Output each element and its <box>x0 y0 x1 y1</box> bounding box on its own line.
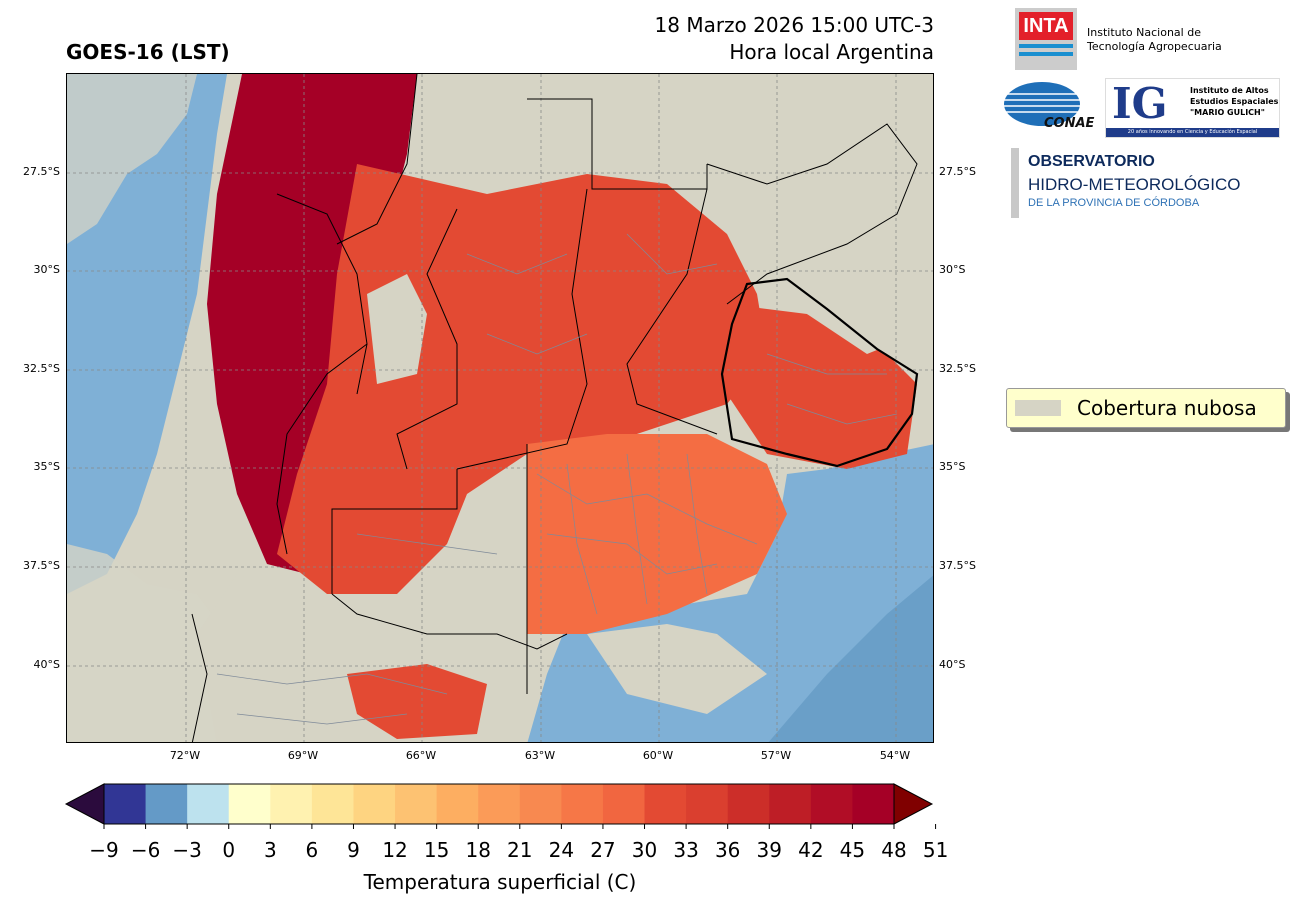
colorbar-tick-label: 27 <box>590 838 616 862</box>
lat-label-right: 30°S <box>939 263 966 276</box>
lat-label-left: 37.5°S <box>23 559 60 572</box>
district-borders <box>216 233 898 725</box>
colorbar-tick-label: 0 <box>222 838 236 862</box>
colorbar-tick-label: 30 <box>631 838 658 862</box>
lat-label-left: 35°S <box>33 460 60 473</box>
datetime-label: 18 Marzo 2026 15:00 UTC-3 <box>654 13 934 37</box>
colorbar-title: Temperatura superficial (C) <box>363 870 637 894</box>
pacific-cloud-south <box>67 544 237 742</box>
lon-label: 72°W <box>169 749 201 762</box>
ig-tagline: 20 años innovando en Ciencia y Educación… <box>1106 128 1279 137</box>
colorbar-segment <box>436 784 479 824</box>
colorbar-tick-label: 18 <box>465 838 491 862</box>
colorbar-tick-label: 36 <box>714 838 741 862</box>
colorbar-segment <box>145 784 188 824</box>
colorbar-tick-label: −3 <box>172 838 202 862</box>
observatorio-line1: OBSERVATORIO <box>1028 153 1155 170</box>
conae-logo: CONAE <box>1004 80 1094 132</box>
conae-label: CONAE <box>1044 116 1095 131</box>
colorbar-segment <box>270 784 313 824</box>
colorbar-tick-label: −6 <box>130 838 161 862</box>
map-title: GOES-16 (LST) <box>66 40 230 64</box>
east-mild-region <box>527 434 787 634</box>
lon-label: 54°W <box>879 749 911 762</box>
colorbar-tick-label: 3 <box>263 838 277 862</box>
ig-mark: IG <box>1112 79 1168 128</box>
colorbar <box>64 783 937 829</box>
colorbar-tick-label: 12 <box>382 838 408 862</box>
ig-logo: IG Instituto de Altos Estudios Espaciale… <box>1105 78 1280 138</box>
colorbar-segment <box>187 784 230 824</box>
inta-logo: INTA <box>1015 8 1077 70</box>
lat-label-right: 40°S <box>939 658 966 671</box>
colorbar-segment <box>228 784 271 824</box>
ig-name: Instituto de Altos Estudios Espaciales "… <box>1190 86 1279 117</box>
lat-label-left: 27.5°S <box>23 165 60 178</box>
atlantic-deep <box>768 575 933 742</box>
colorbar-over-arrow <box>893 783 934 825</box>
colorbar-tick-label: −9 <box>89 838 119 862</box>
colorbar-tick-label: 42 <box>798 838 824 862</box>
colorbar-tick-label: 48 <box>881 838 907 862</box>
cloud-legend: Cobertura nubosa <box>1006 388 1286 428</box>
colorbar-segment <box>810 784 853 824</box>
colorbar-segment <box>478 784 521 824</box>
colorbar-segment <box>727 784 770 824</box>
lon-label: 63°W <box>524 749 556 762</box>
local-time-label: Hora local Argentina <box>729 40 934 64</box>
colorbar-tick-label: 24 <box>548 838 575 862</box>
observatorio-line2: HIDRO-METEOROLÓGICO <box>1028 175 1241 194</box>
colorbar-segment <box>852 784 895 824</box>
colorbar-segment <box>519 784 562 824</box>
colorbar-tick-label: 21 <box>507 838 533 862</box>
north-cloud <box>417 74 587 184</box>
lat-label-right: 35°S <box>939 460 966 473</box>
inta-mark: INTA <box>1019 12 1073 40</box>
colorbar-tick-label: 15 <box>423 838 450 862</box>
colorbar-under-arrow <box>64 783 105 825</box>
colorbar-segment <box>395 784 438 824</box>
colorbar-segment <box>769 784 812 824</box>
colorbar-tick-label: 51 <box>922 838 949 862</box>
colorbar-tick-label: 9 <box>347 838 360 862</box>
pacific-cloud <box>67 74 197 244</box>
lat-label-left: 30°S <box>33 263 60 276</box>
uruguay-cloud <box>787 274 917 354</box>
lst-map <box>66 73 934 743</box>
lat-label-right: 27.5°S <box>939 165 976 178</box>
atlantic-cloud <box>587 624 767 714</box>
lat-label-right: 32.5°S <box>939 362 976 375</box>
colorbar-tick-label: 6 <box>305 838 319 862</box>
colorbar-segment <box>644 784 687 824</box>
colorbar-tick-label: 45 <box>839 838 866 862</box>
map-canvas <box>67 74 933 742</box>
datetime-header: 18 Marzo 2026 15:00 UTC-3 Hora local Arg… <box>655 12 934 66</box>
colorbar-segment <box>353 784 396 824</box>
central-cloud <box>367 274 427 384</box>
colorbar-tick-label: 33 <box>673 838 699 862</box>
inta-name: Instituto Nacional de Tecnología Agropec… <box>1087 26 1222 53</box>
lon-label: 66°W <box>405 749 437 762</box>
observatorio-bar <box>1011 148 1019 218</box>
legend-label: Cobertura nubosa <box>1077 396 1257 420</box>
lat-label-left: 40°S <box>33 658 60 671</box>
lat-label-right: 37.5°S <box>939 559 976 572</box>
legend-swatch <box>1015 400 1061 416</box>
province-borders <box>191 74 918 742</box>
colorbar-tick-label: 39 <box>756 838 782 862</box>
lat-label-left: 32.5°S <box>23 362 60 375</box>
colorbar-segment <box>561 784 604 824</box>
colorbar-segment <box>104 784 147 824</box>
colorbar-segment <box>686 784 729 824</box>
colorbar-segment <box>311 784 354 824</box>
colorbar-segment <box>602 784 646 824</box>
observatorio-line3: DE LA PROVINCIA DE CÓRDOBA <box>1028 197 1200 209</box>
south-warm-patch <box>347 664 487 739</box>
east-cloud <box>707 134 927 274</box>
lon-label: 69°W <box>287 749 319 762</box>
uruguay-border <box>720 277 919 468</box>
lon-label: 57°W <box>760 749 792 762</box>
lon-label: 60°W <box>642 749 674 762</box>
central-warm-region <box>277 164 767 594</box>
